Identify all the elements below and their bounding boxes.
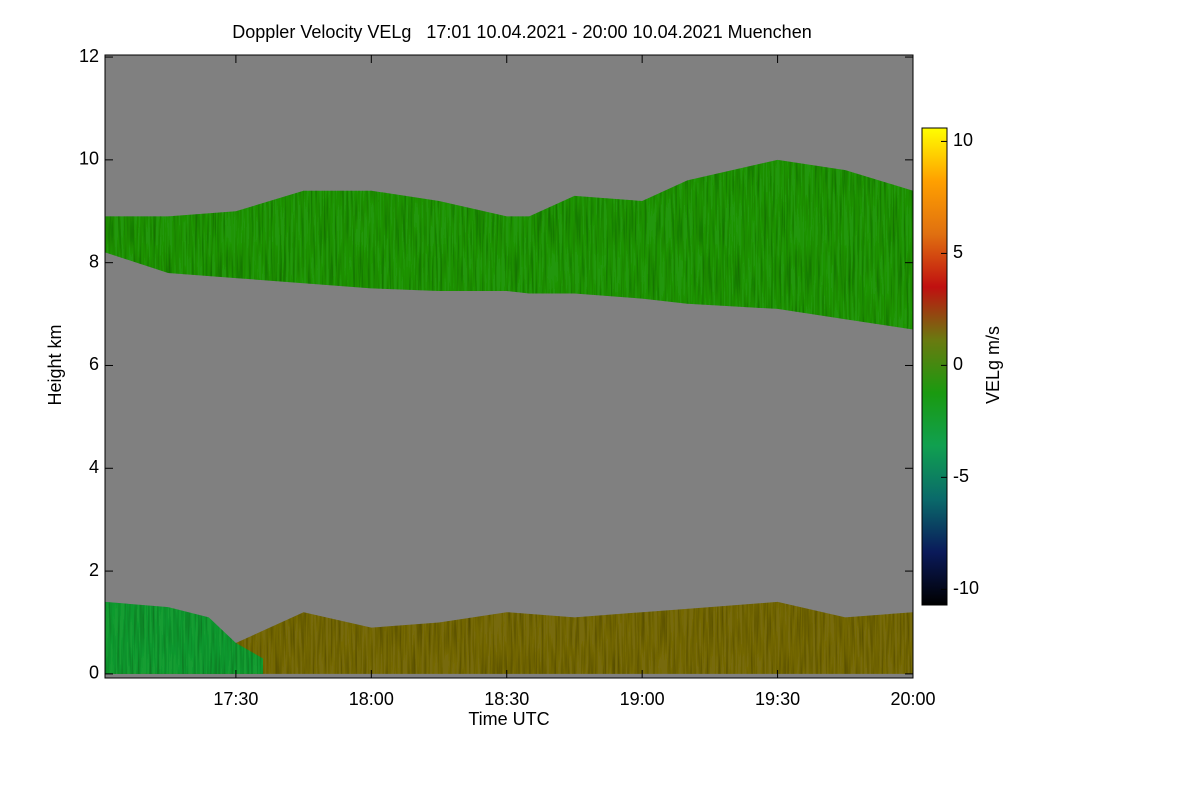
x-tick-label: 17:30	[213, 689, 258, 709]
colorbar	[921, 127, 948, 606]
y-tick-label: 10	[79, 149, 99, 169]
y-axis-label: Height km	[45, 324, 65, 405]
y-tick-label: 4	[89, 457, 99, 477]
colorbar-tick-label: 10	[953, 130, 973, 150]
echo-layer	[105, 159, 913, 330]
y-tick-label: 6	[89, 354, 99, 374]
colorbar-tick-label: -5	[953, 466, 969, 486]
y-tick-label: 12	[79, 46, 99, 66]
plot-background	[105, 55, 913, 678]
plot-layers	[105, 159, 913, 674]
x-tick-label: 19:30	[755, 689, 800, 709]
x-tick-label: 18:00	[349, 689, 394, 709]
x-tick-label: 18:30	[484, 689, 529, 709]
colorbar-tick-label: 0	[953, 354, 963, 374]
echo-layer	[105, 601, 913, 674]
colorbar-tick-label: -10	[953, 578, 979, 598]
echo-layer	[105, 601, 263, 674]
y-tick-label: 2	[89, 560, 99, 580]
y-tick-label: 0	[89, 663, 99, 683]
x-tick-label: 19:00	[620, 689, 665, 709]
y-tick-label: 8	[89, 251, 99, 271]
chart-title: Doppler Velocity VELg 17:01 10.04.2021 -…	[232, 22, 811, 42]
x-tick-label: 20:00	[890, 689, 935, 709]
colorbar-tick-label: 5	[953, 242, 963, 262]
colorbar-label: VELg m/s	[983, 326, 1003, 404]
plot-frame	[104, 54, 914, 679]
x-axis-label: Time UTC	[468, 709, 549, 729]
